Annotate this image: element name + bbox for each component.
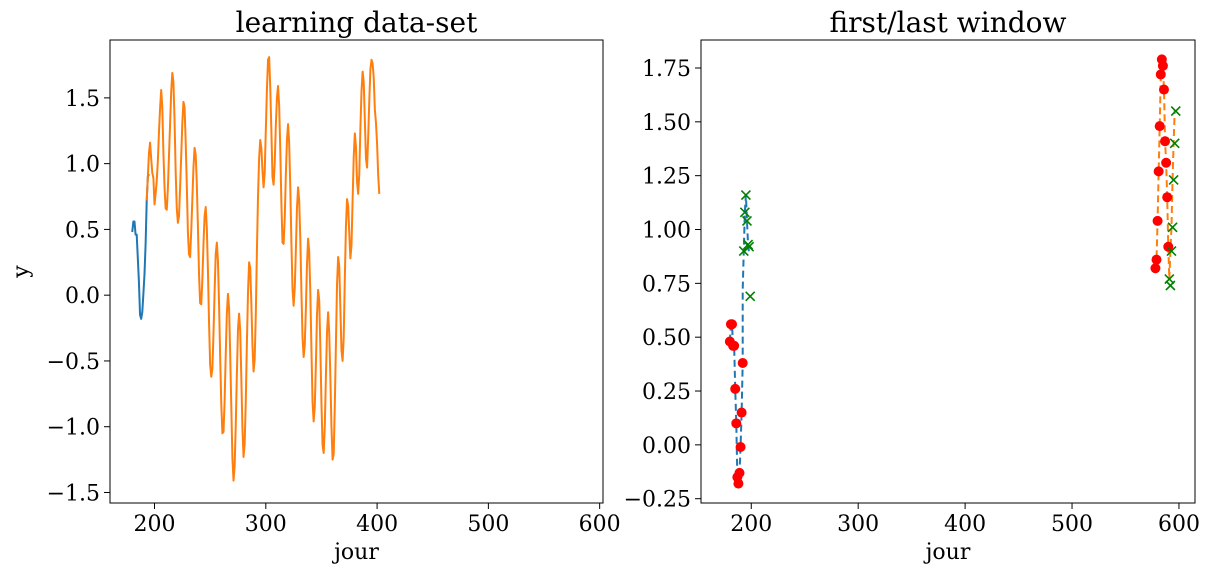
x-tick-label: 400 bbox=[944, 512, 986, 537]
window-1-input-point bbox=[730, 383, 741, 394]
window-2-input-point bbox=[1158, 84, 1169, 95]
window-2-input-point bbox=[1151, 254, 1162, 265]
y-tick-label: 1.75 bbox=[642, 57, 691, 82]
y-tick-label: 0.50 bbox=[642, 326, 691, 351]
y-tick-label: −1.0 bbox=[47, 416, 100, 441]
y-tick-label: 1.5 bbox=[65, 87, 100, 112]
panel-2: first/last window 200 300 400 500 600 −0.25 0.0… bbox=[624, 6, 1200, 565]
y-tick-label: 0.5 bbox=[65, 218, 100, 243]
y-tick-label: −1.5 bbox=[47, 481, 100, 506]
window-2-input-point bbox=[1157, 60, 1168, 71]
cross-stroke bbox=[1169, 138, 1180, 149]
window-2-input-point bbox=[1153, 166, 1164, 177]
panel-1: learning data-set 200 300 400 500 600 −1.5 −1.0… bbox=[9, 6, 621, 565]
window-1-target-point bbox=[740, 189, 751, 201]
plot-frame bbox=[109, 39, 604, 504]
window-1-input-point bbox=[737, 358, 748, 369]
chart-title: learning data-set bbox=[236, 6, 478, 39]
y-tick-label: 1.00 bbox=[642, 219, 691, 244]
x-tick-label: 400 bbox=[356, 512, 398, 537]
y-tick-label: −0.5 bbox=[47, 350, 100, 375]
y-tick-label: 0.75 bbox=[642, 272, 691, 297]
cross-stroke bbox=[744, 241, 755, 252]
x-axis-label: jour bbox=[331, 540, 379, 565]
plot-area bbox=[724, 54, 1181, 489]
y-tick-label: 0.0 bbox=[65, 284, 100, 309]
window-2-input-point bbox=[1152, 215, 1163, 226]
plot-area bbox=[131, 56, 381, 482]
y-tick-label: 1.25 bbox=[642, 165, 691, 190]
window-1-target-point bbox=[741, 215, 753, 226]
cross-stroke bbox=[745, 291, 756, 302]
cross-stroke bbox=[1167, 222, 1178, 233]
series-line-input bbox=[131, 173, 150, 320]
x-tick-label: 200 bbox=[730, 512, 772, 537]
window-2-input-point bbox=[1150, 263, 1161, 274]
window-2-input-point bbox=[1155, 69, 1166, 80]
x-tick-label: 300 bbox=[245, 512, 287, 537]
window-2-input-point bbox=[1162, 192, 1173, 203]
window-2-input-point bbox=[1160, 136, 1171, 147]
window-2-dashed-line bbox=[1154, 59, 1176, 280]
window-1-dashed-line bbox=[728, 194, 751, 484]
x-tick-label: 500 bbox=[467, 512, 509, 537]
window-2-target-point bbox=[1169, 138, 1180, 149]
x-tick-label: 600 bbox=[1158, 512, 1200, 537]
x-tick-label: 300 bbox=[837, 512, 879, 537]
window-2-target-point bbox=[1165, 280, 1176, 291]
window-2-input-point bbox=[1161, 157, 1172, 168]
x-axis-label: jour bbox=[923, 540, 971, 565]
cross-stroke bbox=[1166, 245, 1177, 257]
y-tick-label: −0.25 bbox=[624, 488, 691, 513]
x-tick-label: 200 bbox=[134, 512, 176, 537]
x-tick-label: 500 bbox=[1051, 512, 1093, 537]
chart-title: first/last window bbox=[830, 6, 1067, 39]
window-1-target-point bbox=[739, 207, 750, 218]
window-2-target-point bbox=[1170, 105, 1181, 117]
y-axis-label: y bbox=[9, 265, 34, 279]
window-1-input-point bbox=[735, 442, 746, 453]
series-line-full bbox=[145, 56, 381, 482]
y-tick-label: 0.00 bbox=[642, 434, 691, 459]
cross-stroke bbox=[1170, 105, 1181, 117]
cross-stroke bbox=[740, 189, 751, 201]
window-1-input-point bbox=[731, 418, 742, 429]
window-1-target-point bbox=[744, 241, 755, 252]
plot-frame bbox=[700, 39, 1196, 504]
y-tick-label: 1.50 bbox=[642, 111, 691, 136]
cross-stroke bbox=[741, 215, 753, 226]
cross-stroke bbox=[1165, 280, 1176, 291]
window-1-input-point bbox=[729, 340, 740, 351]
window-1-input-point bbox=[733, 478, 744, 489]
window-2-target-point bbox=[1168, 174, 1179, 186]
x-tick-label: 600 bbox=[579, 512, 621, 537]
cross-stroke bbox=[1168, 174, 1179, 186]
y-tick-label: 0.25 bbox=[642, 380, 691, 405]
window-2-target-point bbox=[1166, 245, 1177, 257]
window-1-input-point bbox=[727, 319, 738, 330]
window-1-target-point bbox=[745, 291, 756, 302]
window-1-input-point bbox=[734, 467, 745, 478]
cross-stroke bbox=[739, 207, 750, 218]
y-tick-label: 1.0 bbox=[65, 153, 100, 178]
window-2-input-point bbox=[1154, 121, 1165, 132]
window-1-input-point bbox=[736, 407, 747, 418]
window-2-target-point bbox=[1167, 222, 1178, 233]
